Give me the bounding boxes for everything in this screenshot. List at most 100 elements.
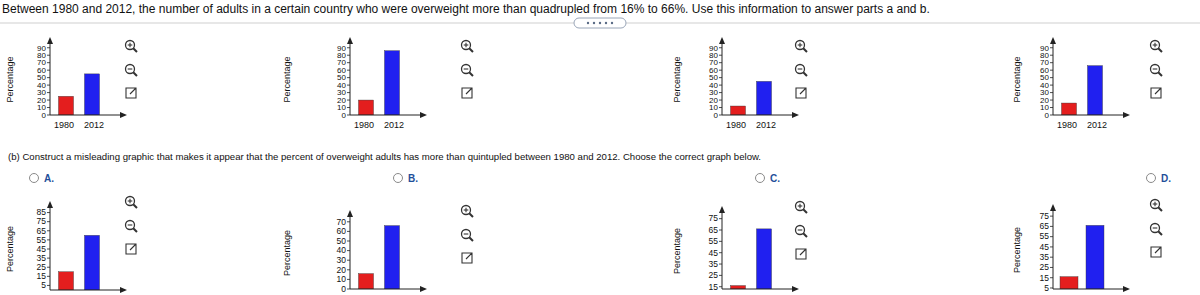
y-tick-label: 75 [709, 213, 719, 223]
icon-lens [796, 202, 805, 211]
y-tick [347, 260, 350, 261]
y-tick-label: 5 [41, 280, 46, 290]
y-tick [719, 77, 722, 78]
y-tick [1050, 115, 1053, 116]
y-tick [347, 269, 350, 270]
zoom-in-icon[interactable] [1151, 41, 1163, 53]
zoom-in-icon[interactable] [796, 41, 808, 53]
option-label: C. [770, 173, 780, 184]
zoom-out-icon[interactable] [796, 226, 808, 238]
y-tick-label: 50 [337, 236, 347, 246]
zoom-in-icon[interactable] [796, 202, 808, 214]
y-tick [47, 47, 50, 48]
open-icon[interactable] [1151, 88, 1161, 98]
zoom-out-icon[interactable] [1151, 65, 1163, 77]
zoom-in-icon[interactable] [462, 41, 474, 53]
y-axis [350, 44, 351, 115]
zoom-out-icon[interactable] [1151, 224, 1163, 236]
icon-handle [1158, 207, 1162, 211]
open-icon[interactable] [796, 249, 806, 259]
zoom-out-icon[interactable] [796, 65, 808, 77]
y-tick [719, 92, 722, 93]
y-axis-arrow [347, 37, 353, 44]
bars [731, 81, 772, 115]
bars [359, 51, 400, 115]
icon-sign [1154, 43, 1155, 48]
expand-dot [611, 22, 613, 24]
icon-sign [799, 204, 800, 209]
y-axis-label: Percentage [672, 228, 682, 274]
zoom-in-icon[interactable] [462, 206, 474, 218]
y-tick [719, 286, 722, 287]
open-icon[interactable] [1151, 247, 1161, 257]
x-axis-arrow [420, 112, 427, 118]
option-label: B. [408, 173, 418, 184]
icon-lens [126, 197, 135, 206]
zoom-in-icon[interactable] [126, 41, 138, 53]
radio-button[interactable] [1147, 174, 1156, 183]
x-tick-label: 1980 [354, 120, 374, 130]
bars [59, 235, 100, 290]
y-tick [347, 92, 350, 93]
icon-lens [1151, 41, 1160, 50]
open-icon[interactable] [126, 244, 136, 254]
icon-lens [796, 65, 805, 74]
bars [59, 74, 100, 115]
zoom-out-icon[interactable] [126, 221, 138, 233]
y-tick [719, 252, 722, 253]
option-label: D. [1161, 173, 1171, 184]
open-icon[interactable] [462, 88, 472, 98]
chart: 010203040506070Percentage [282, 206, 473, 294]
zoom-in-icon[interactable] [1151, 200, 1163, 212]
y-tick [47, 258, 50, 259]
icon-lens [1151, 65, 1160, 74]
chart: 198020120102030405060708090Percentage [5, 37, 137, 130]
radio-button[interactable] [756, 174, 765, 183]
expand-dot [593, 22, 595, 24]
bars [359, 226, 400, 289]
y-tick [719, 264, 722, 265]
y-tick [1050, 257, 1053, 258]
icon-box [1151, 247, 1161, 257]
y-tick [47, 92, 50, 93]
y-tick [347, 77, 350, 78]
y-axis-label: Percentage [1012, 227, 1022, 273]
y-tick [47, 276, 50, 277]
bar [59, 96, 74, 115]
open-icon[interactable] [462, 253, 472, 263]
zoom-out-icon[interactable] [462, 65, 474, 77]
y-tick [1050, 226, 1053, 227]
expand-pill[interactable] [574, 18, 626, 28]
bar [731, 286, 746, 289]
open-icon[interactable] [126, 88, 136, 98]
y-tick [347, 279, 350, 280]
zoom-out-icon[interactable] [126, 65, 138, 77]
icon-box [126, 88, 136, 98]
icon-sign [129, 43, 130, 48]
radio-button[interactable] [394, 174, 403, 183]
option-label: A. [44, 173, 54, 184]
y-tick-label: 15 [709, 282, 719, 292]
expand-dot [599, 22, 601, 24]
radio-button[interactable] [30, 174, 39, 183]
y-axis-arrow [1050, 204, 1056, 211]
icon-handle [469, 72, 473, 76]
y-axis-label: Percentage [282, 230, 292, 276]
icon-arrow [1155, 88, 1161, 94]
zoom-in-icon[interactable] [126, 197, 138, 209]
icon-sign [464, 233, 469, 234]
y-tick [347, 241, 350, 242]
expand-button[interactable] [574, 18, 626, 28]
bars [1060, 225, 1104, 289]
x-axis-arrow [1123, 112, 1130, 118]
icon-box [462, 253, 472, 263]
x-tick-label: 2012 [1087, 120, 1107, 130]
y-tick-label: 60 [337, 226, 347, 236]
part-b-text: (b) Construct a misleading graphic that … [8, 151, 761, 162]
y-tick-label: 45 [37, 244, 47, 254]
icon-handle [1158, 231, 1162, 235]
icon-sign [464, 68, 469, 69]
zoom-out-icon[interactable] [462, 230, 474, 242]
icon-arrow [800, 88, 806, 94]
open-icon[interactable] [796, 88, 806, 98]
